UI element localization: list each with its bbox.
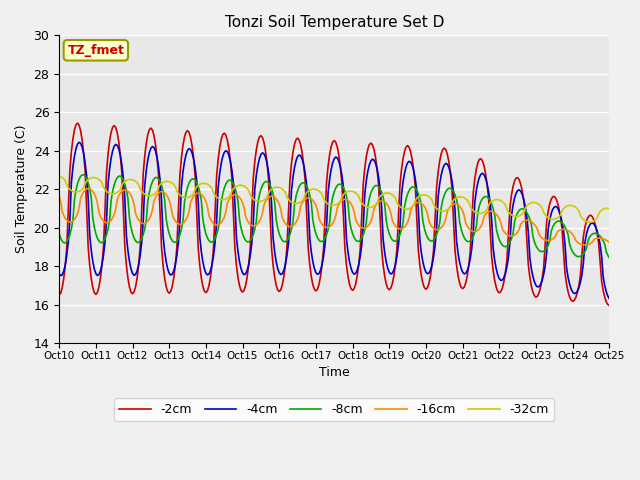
-4cm — [540, 272, 547, 277]
Line: -16cm: -16cm — [59, 189, 609, 245]
-16cm — [401, 224, 408, 230]
Line: -4cm: -4cm — [59, 142, 609, 299]
-2cm — [388, 281, 396, 287]
-8cm — [55, 231, 63, 237]
-8cm — [80, 172, 88, 178]
-4cm — [370, 157, 378, 163]
-8cm — [370, 184, 378, 190]
-4cm — [55, 271, 63, 276]
-2cm — [370, 146, 378, 152]
-8cm — [70, 197, 78, 203]
-16cm — [70, 216, 78, 222]
-32cm — [369, 204, 376, 210]
Text: TZ_fmet: TZ_fmet — [67, 44, 124, 57]
-16cm — [605, 240, 613, 245]
-32cm — [538, 205, 546, 211]
-16cm — [55, 193, 63, 199]
-2cm — [159, 263, 167, 268]
Line: -32cm: -32cm — [59, 176, 609, 222]
-2cm — [401, 148, 408, 154]
Y-axis label: Soil Temperature (C): Soil Temperature (C) — [15, 125, 28, 253]
-4cm — [605, 296, 613, 301]
-32cm — [55, 173, 63, 179]
-4cm — [401, 170, 408, 176]
-16cm — [84, 186, 92, 192]
Legend: -2cm, -4cm, -8cm, -16cm, -32cm: -2cm, -4cm, -8cm, -16cm, -32cm — [115, 398, 554, 421]
X-axis label: Time: Time — [319, 366, 349, 379]
-32cm — [605, 206, 613, 212]
-2cm — [70, 127, 78, 133]
-16cm — [370, 206, 378, 212]
-8cm — [388, 237, 396, 243]
-16cm — [388, 217, 396, 223]
-32cm — [157, 180, 165, 186]
-16cm — [540, 237, 547, 242]
-4cm — [159, 233, 167, 239]
-16cm — [159, 189, 167, 195]
-16cm — [581, 242, 589, 248]
-8cm — [540, 248, 547, 254]
-32cm — [387, 191, 395, 197]
-8cm — [401, 204, 408, 210]
-2cm — [55, 292, 63, 298]
Title: Tonzi Soil Temperature Set D: Tonzi Soil Temperature Set D — [225, 15, 444, 30]
-4cm — [70, 154, 78, 159]
-32cm — [70, 189, 78, 195]
-32cm — [399, 206, 407, 212]
Line: -2cm: -2cm — [59, 123, 609, 305]
-8cm — [159, 188, 167, 194]
Line: -8cm: -8cm — [59, 175, 609, 258]
-32cm — [586, 219, 593, 225]
-2cm — [540, 265, 547, 271]
-2cm — [605, 302, 613, 308]
-8cm — [605, 255, 613, 261]
-4cm — [75, 139, 83, 145]
-2cm — [74, 120, 81, 126]
-4cm — [388, 270, 396, 276]
